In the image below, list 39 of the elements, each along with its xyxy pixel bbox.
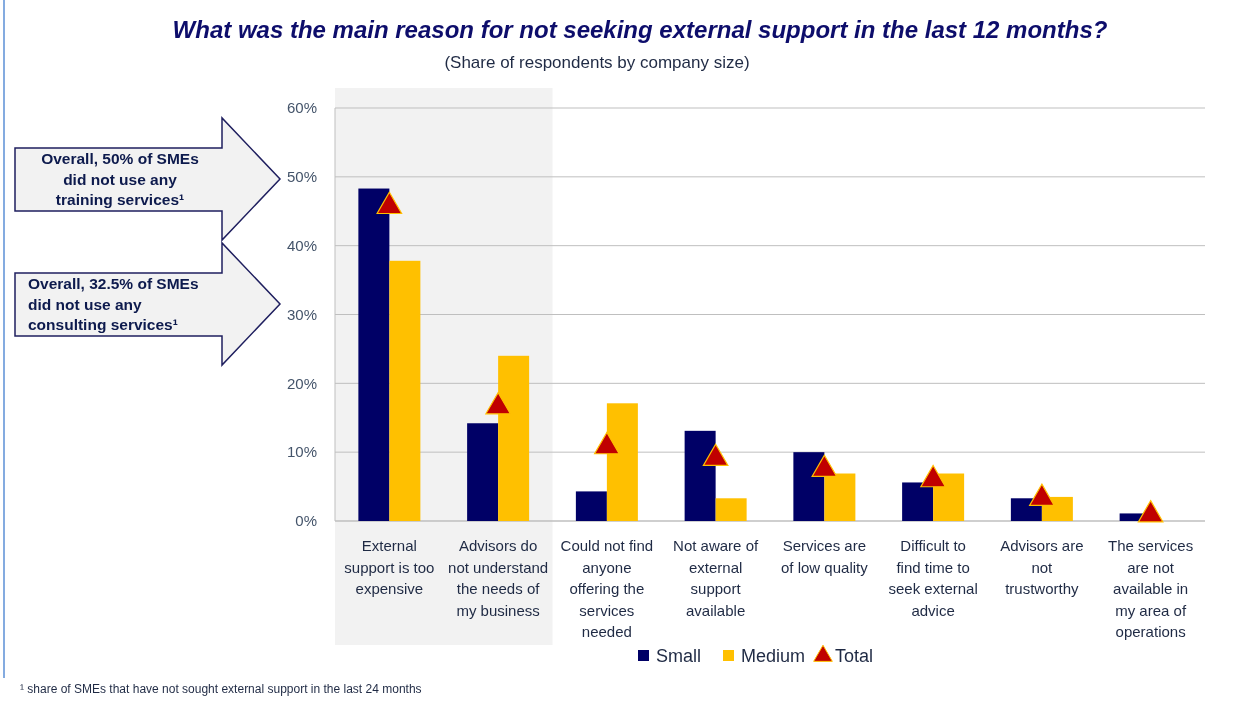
bar	[715, 498, 747, 521]
point	[1137, 500, 1164, 523]
legend-label: Small	[656, 646, 702, 667]
chart-title: What was the main reason for not seeking external support in the last 12 months?	[172, 16, 1108, 43]
bar	[467, 423, 499, 521]
y-tick-label: 40%	[286, 236, 317, 254]
point	[702, 443, 729, 467]
x-tick-label: The services are not available in my area of operations	[1108, 537, 1194, 640]
x-tick-label: Advisors do not understand the needs of my business	[448, 537, 549, 619]
point	[376, 191, 403, 215]
point	[1029, 483, 1055, 506]
x-tick-label: Advisors are not trustworthy	[1000, 537, 1084, 597]
bar	[575, 491, 607, 521]
bar	[358, 188, 390, 521]
y-tick-label: 50%	[286, 168, 317, 186]
legend-label: Medium	[741, 646, 806, 667]
y-tick-label: 0%	[295, 512, 317, 530]
x-tick-label: External support is too expensive	[344, 537, 435, 597]
point	[811, 454, 838, 478]
y-tick-label: 60%	[286, 99, 317, 117]
x-tick-label: Could not find anyone offering the services needed	[560, 537, 654, 640]
legend-label: Total	[835, 646, 874, 667]
x-tick-label: Services are of low quality	[781, 537, 869, 576]
bar	[684, 430, 716, 521]
x-tick-label: Not aware of external support available	[673, 537, 759, 619]
text: Overall, 32.5% of SMEs did not use any consulting services¹	[28, 275, 199, 333]
y-tick-label: 30%	[286, 305, 317, 323]
point	[485, 391, 511, 415]
point	[920, 464, 946, 488]
bar	[793, 452, 825, 521]
bar	[389, 260, 421, 521]
text: ¹ share of SMEs that have not sought external support in the last 24 months	[20, 682, 422, 696]
y-tick-label: 10%	[286, 443, 317, 461]
point	[594, 431, 620, 455]
chart-subtitle: (Share of respondents by company size)	[444, 53, 750, 72]
x-tick-label: Difficult to find time to seek external advice	[888, 537, 978, 619]
y-tick-label: 20%	[286, 374, 317, 392]
bar	[902, 482, 934, 521]
text: Overall, 50% of SMEs did not use any training services¹	[41, 150, 199, 208]
